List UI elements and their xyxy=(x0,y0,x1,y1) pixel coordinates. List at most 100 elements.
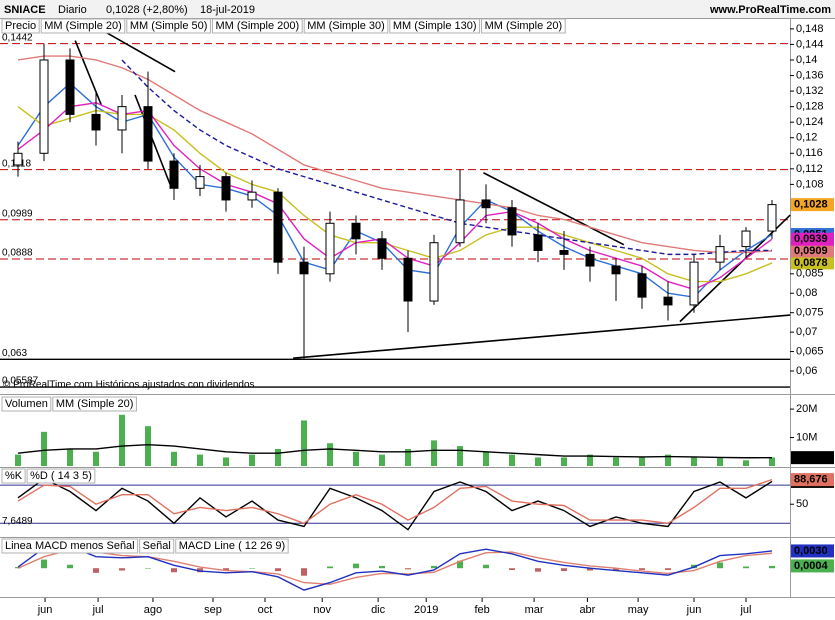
bar xyxy=(587,568,593,571)
bar xyxy=(405,568,411,570)
candle-body xyxy=(351,222,361,240)
bar xyxy=(41,559,47,569)
candle-body xyxy=(91,113,101,131)
legend-box xyxy=(1,18,40,34)
legend-entry: %K xyxy=(5,470,23,482)
bar xyxy=(457,560,463,569)
legend-box xyxy=(303,18,389,34)
y-tick-label: 0,085 xyxy=(796,268,824,280)
legend-entry: MACD Line ( 12 26 9) xyxy=(179,540,285,552)
trendline xyxy=(99,28,176,73)
bar xyxy=(431,440,437,466)
candle-body xyxy=(221,176,231,201)
bar xyxy=(353,563,359,569)
level-label: 0,05587 xyxy=(2,376,39,387)
y-tick-label: 0,132 xyxy=(796,85,824,97)
x-tick-label: jun xyxy=(686,604,702,616)
candle-body xyxy=(169,160,179,189)
bar xyxy=(301,568,307,576)
candle-body xyxy=(481,199,491,209)
y-tick-label: 0,128 xyxy=(796,101,824,113)
value-box xyxy=(791,232,834,246)
value-box-label: 0,0004 xyxy=(794,560,829,572)
x-tick-label: jul xyxy=(92,604,104,616)
bar xyxy=(197,568,203,573)
legend-box xyxy=(126,18,211,34)
level-label: 0,1442 xyxy=(2,32,33,43)
bar xyxy=(457,446,463,466)
bar xyxy=(119,568,125,571)
value-box xyxy=(791,451,834,465)
candle-body xyxy=(611,265,621,275)
value-box xyxy=(791,559,834,573)
candle-body xyxy=(715,246,725,263)
y-tick-label: 0,06 xyxy=(796,365,817,377)
bar xyxy=(561,457,567,466)
legend-box xyxy=(481,18,566,34)
bar xyxy=(379,565,385,569)
candle-body xyxy=(741,230,751,248)
bar xyxy=(613,568,619,571)
y-tick-label: 0,065 xyxy=(796,345,824,357)
x-tick-label: 2019 xyxy=(414,604,438,616)
last-price: 0,1028 (+2,80%) xyxy=(106,4,188,16)
bar xyxy=(301,420,307,466)
legend-box xyxy=(26,468,96,484)
y-tick-label: 0,144 xyxy=(796,38,824,50)
bar xyxy=(93,568,99,573)
y-tick-label: 0,124 xyxy=(796,116,824,128)
symbol: SNIACE xyxy=(4,4,46,16)
candle-body xyxy=(65,59,75,115)
candle-body xyxy=(273,191,283,263)
legend-entry: MM (Simple 30) xyxy=(307,20,385,32)
legend-entry: Precio xyxy=(5,20,36,32)
value-box-label: 0,0909 xyxy=(794,245,828,257)
bar xyxy=(93,451,99,466)
value-box-label: 88,676 xyxy=(794,474,828,486)
bar xyxy=(15,454,21,466)
bar xyxy=(119,414,125,466)
candle-body xyxy=(533,234,543,251)
legend-entry: %D ( 14 3 5) xyxy=(30,470,92,482)
bar xyxy=(275,448,281,466)
site: www.ProRealTime.com xyxy=(709,4,831,16)
y-tick-label: 0,112 xyxy=(796,163,823,175)
legend-box xyxy=(139,538,175,554)
candle-body xyxy=(143,106,153,162)
candle-body xyxy=(13,152,23,166)
bar xyxy=(691,457,697,466)
x-tick-label: jun xyxy=(37,604,53,616)
legend-box xyxy=(211,18,303,34)
y-tick-label: 50 xyxy=(796,498,808,510)
value-box xyxy=(791,256,834,270)
legend-box xyxy=(1,538,139,554)
legend-box xyxy=(175,538,289,554)
bar xyxy=(145,568,151,569)
bar xyxy=(639,568,645,570)
candle-body xyxy=(195,176,205,189)
candle-body xyxy=(117,106,127,131)
bar xyxy=(665,568,671,570)
x-tick-label: abr xyxy=(579,604,595,616)
bar xyxy=(223,457,229,466)
legend-box xyxy=(389,18,481,34)
bar xyxy=(379,454,385,466)
candle-body xyxy=(689,261,699,306)
y-tick-label: 0,108 xyxy=(796,178,824,190)
candle-body xyxy=(247,191,257,201)
y-tick-label: 10M xyxy=(796,431,817,443)
bar xyxy=(717,562,723,569)
bar xyxy=(67,448,73,466)
bar xyxy=(639,457,645,466)
x-tick-label: sep xyxy=(204,604,222,616)
level-label: 0,0888 xyxy=(2,248,33,259)
legend-entry: MM (Simple 50) xyxy=(130,20,208,32)
x-tick-label: feb xyxy=(474,604,489,616)
bar xyxy=(743,566,749,569)
bar xyxy=(197,454,203,466)
bar xyxy=(665,454,671,466)
bar xyxy=(535,568,541,572)
candle-body xyxy=(663,296,673,306)
